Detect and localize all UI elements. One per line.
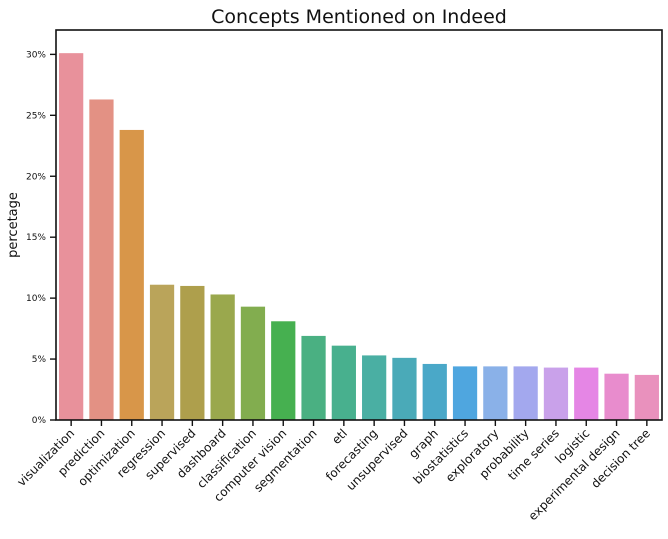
y-tick-label: 15% bbox=[26, 233, 46, 243]
bar-supervised bbox=[180, 285, 205, 420]
bars-group bbox=[59, 53, 659, 421]
plot-frame bbox=[55, 29, 663, 421]
bar-probability bbox=[513, 366, 538, 421]
bar-time-series bbox=[543, 367, 569, 420]
bar-experimental-design bbox=[604, 373, 629, 420]
bar-dashboard bbox=[210, 294, 235, 420]
bar-biostatistics bbox=[452, 366, 478, 421]
y-tick-label: 20% bbox=[26, 172, 46, 182]
bar-regression bbox=[149, 284, 175, 420]
y-axis-ticks: 0% 5% 10% 15% 20% 25% 30% bbox=[26, 50, 56, 426]
chart-title: Concepts Mentioned on Indeed bbox=[211, 6, 507, 28]
bar-decision-tree bbox=[634, 374, 659, 420]
y-tick-label: 10% bbox=[26, 294, 46, 304]
bar-etl bbox=[331, 345, 356, 420]
bar-forecasting bbox=[362, 355, 387, 420]
y-tick-label: 0% bbox=[32, 416, 47, 426]
bar-exploratory bbox=[483, 366, 508, 421]
bar-classification bbox=[240, 306, 266, 420]
y-tick-label: 30% bbox=[26, 50, 46, 60]
bar-segmentation bbox=[301, 335, 326, 420]
y-axis-label: percetage bbox=[6, 192, 21, 258]
bar-unsupervised bbox=[392, 357, 417, 420]
bar-logistic bbox=[574, 367, 599, 420]
bar-visualization bbox=[59, 53, 84, 420]
y-tick-label: 5% bbox=[32, 355, 47, 365]
bar-graph bbox=[422, 363, 447, 420]
bar-optimization bbox=[119, 129, 144, 420]
y-tick-label: 25% bbox=[26, 111, 46, 121]
x-tick-label: etl bbox=[329, 426, 350, 447]
x-axis-ticks: visualizationpredictionoptimizationregre… bbox=[14, 420, 653, 523]
bar-prediction bbox=[89, 99, 114, 420]
bar-computer-vision bbox=[271, 321, 296, 420]
